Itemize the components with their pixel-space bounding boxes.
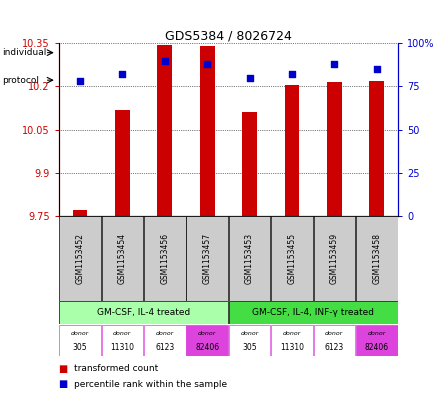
Text: donor: donor bbox=[155, 331, 174, 336]
Point bbox=[161, 57, 168, 64]
Bar bbox=[284, 85, 299, 216]
Point bbox=[288, 71, 295, 77]
Bar bbox=[228, 216, 270, 301]
Bar bbox=[144, 216, 185, 301]
Text: GSM1153459: GSM1153459 bbox=[329, 233, 338, 284]
Text: 11310: 11310 bbox=[110, 343, 134, 352]
Bar bbox=[368, 81, 383, 216]
Text: donor: donor bbox=[282, 331, 300, 336]
Text: 6123: 6123 bbox=[324, 343, 343, 352]
Bar bbox=[355, 216, 397, 301]
Bar bbox=[186, 216, 227, 301]
Bar bbox=[72, 210, 87, 216]
Text: individual: individual bbox=[2, 48, 46, 57]
Bar bbox=[101, 216, 143, 301]
Bar bbox=[186, 325, 227, 356]
Text: percentile rank within the sample: percentile rank within the sample bbox=[74, 380, 227, 389]
Bar bbox=[355, 325, 397, 356]
Text: transformed count: transformed count bbox=[74, 364, 158, 373]
Bar bbox=[270, 325, 312, 356]
Point bbox=[76, 78, 83, 84]
Point bbox=[203, 61, 210, 67]
Text: 6123: 6123 bbox=[155, 343, 174, 352]
Bar bbox=[270, 216, 312, 301]
Text: protocol: protocol bbox=[2, 76, 39, 84]
Title: GDS5384 / 8026724: GDS5384 / 8026724 bbox=[164, 29, 291, 42]
Text: ■: ■ bbox=[59, 379, 71, 389]
Text: GM-CSF, IL-4, INF-γ treated: GM-CSF, IL-4, INF-γ treated bbox=[252, 309, 373, 317]
Text: GM-CSF, IL-4 treated: GM-CSF, IL-4 treated bbox=[97, 309, 190, 317]
Text: GSM1153456: GSM1153456 bbox=[160, 233, 169, 284]
Text: ■: ■ bbox=[59, 364, 71, 374]
Text: donor: donor bbox=[197, 331, 216, 336]
Bar bbox=[199, 46, 214, 216]
Bar bbox=[326, 82, 341, 216]
Text: 305: 305 bbox=[72, 343, 87, 352]
Text: 11310: 11310 bbox=[279, 343, 303, 352]
Bar bbox=[313, 325, 355, 356]
Bar bbox=[242, 112, 256, 216]
Bar bbox=[157, 45, 172, 216]
Point bbox=[372, 66, 379, 72]
Point bbox=[118, 71, 125, 77]
Text: donor: donor bbox=[71, 331, 89, 336]
Bar bbox=[144, 325, 185, 356]
Bar bbox=[59, 301, 227, 324]
Point bbox=[330, 61, 337, 67]
Text: GSM1153455: GSM1153455 bbox=[287, 233, 296, 284]
Text: 82406: 82406 bbox=[364, 343, 388, 352]
Text: donor: donor bbox=[367, 331, 385, 336]
Text: donor: donor bbox=[325, 331, 343, 336]
Text: donor: donor bbox=[240, 331, 258, 336]
Bar bbox=[59, 216, 101, 301]
Text: GSM1153453: GSM1153453 bbox=[244, 233, 253, 284]
Bar bbox=[101, 325, 143, 356]
Text: GSM1153454: GSM1153454 bbox=[118, 233, 127, 284]
Bar bbox=[59, 325, 101, 356]
Text: GSM1153458: GSM1153458 bbox=[372, 233, 381, 284]
Bar bbox=[228, 301, 397, 324]
Text: GSM1153452: GSM1153452 bbox=[75, 233, 84, 284]
Bar bbox=[228, 325, 270, 356]
Text: GSM1153457: GSM1153457 bbox=[202, 233, 211, 284]
Text: 82406: 82406 bbox=[195, 343, 219, 352]
Bar bbox=[313, 216, 355, 301]
Text: 305: 305 bbox=[242, 343, 256, 352]
Bar bbox=[115, 110, 129, 216]
Text: donor: donor bbox=[113, 331, 131, 336]
Point bbox=[246, 75, 253, 81]
